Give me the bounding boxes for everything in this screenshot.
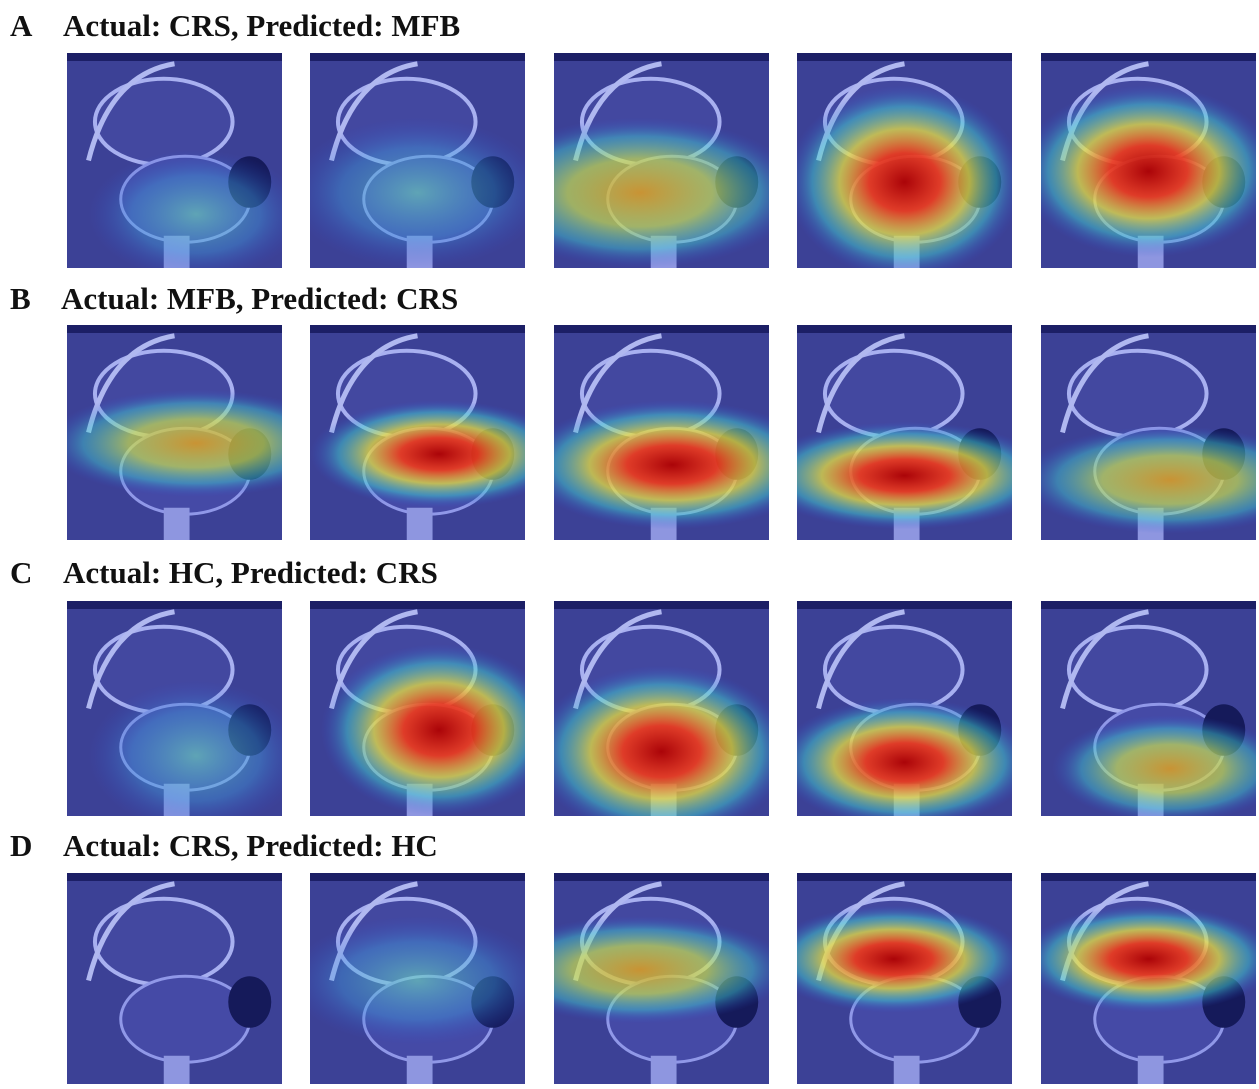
panel-title: Actual: CRS, Predicted: HC <box>63 828 438 863</box>
ct-top <box>554 53 769 61</box>
heatmap-image <box>490 873 791 1084</box>
figure: A Actual: CRS, Predicted: MFB B Actual: MFB… <box>0 0 1259 1084</box>
heatmap-image <box>289 53 547 268</box>
heatmap-image <box>522 325 823 540</box>
ct-top <box>554 325 769 333</box>
ct-top <box>1041 601 1256 609</box>
panel-letter: B <box>10 281 31 316</box>
heatmap-image <box>46 325 347 540</box>
heatmap-image <box>310 601 557 816</box>
septum <box>164 1056 190 1084</box>
activation <box>321 644 558 816</box>
activation <box>776 698 1034 827</box>
septum <box>164 508 190 540</box>
activation <box>289 118 547 269</box>
septum <box>407 508 433 540</box>
heatmap-image <box>67 53 304 279</box>
ct-top <box>1041 325 1256 333</box>
activation <box>786 85 1023 279</box>
heatmap-image <box>289 873 547 1084</box>
sinus <box>121 976 250 1062</box>
heatmap-image <box>1020 873 1259 1084</box>
activation <box>490 916 791 1024</box>
activation <box>522 400 823 529</box>
heatmap-image <box>786 53 1023 279</box>
orbit <box>95 899 233 985</box>
heatmap-image <box>1020 53 1259 268</box>
activation <box>479 118 802 269</box>
ct-top <box>310 873 525 881</box>
ct-top <box>797 873 1012 881</box>
ct-top <box>67 601 282 609</box>
septum <box>407 1056 433 1084</box>
heatmap-image <box>533 601 791 838</box>
panel-title: Actual: CRS, Predicted: MFB <box>63 8 460 43</box>
orbit <box>1069 627 1207 713</box>
panel-letter: D <box>10 828 32 863</box>
heatmap-image <box>776 601 1034 827</box>
heatmap-image <box>479 53 802 268</box>
ct-top <box>797 601 1012 609</box>
ct-top <box>67 873 282 881</box>
activation <box>765 905 1023 1013</box>
heatmap-image <box>310 325 568 540</box>
ct-top <box>310 601 525 609</box>
ct-top <box>554 601 769 609</box>
septum <box>651 1056 677 1084</box>
activation <box>310 400 568 508</box>
heatmap-image <box>1020 325 1259 540</box>
ct-top <box>310 53 525 61</box>
heatmap-image <box>1041 601 1259 822</box>
activation <box>289 916 547 1045</box>
heatmap-image <box>67 873 282 1084</box>
activation <box>89 150 304 279</box>
air <box>228 976 271 1028</box>
panel-letter: C <box>10 555 32 590</box>
panel-title: Actual: MFB, Predicted: CRS <box>61 281 458 316</box>
activation <box>46 390 347 498</box>
heatmap-image <box>67 601 304 831</box>
ct-top <box>67 325 282 333</box>
ct-top <box>797 53 1012 61</box>
ct-top <box>310 325 525 333</box>
activation <box>533 666 791 838</box>
ct-top <box>554 873 769 881</box>
heatmap-image <box>765 873 1023 1084</box>
ct-top <box>797 325 1012 333</box>
heatmap-image <box>754 325 1055 540</box>
ct-top <box>1041 873 1256 881</box>
orbit <box>1069 351 1207 437</box>
ct-top <box>67 53 282 61</box>
septum <box>894 1056 920 1084</box>
activation <box>89 681 304 832</box>
ct-top <box>1041 53 1256 61</box>
activation <box>754 422 1055 530</box>
panel-title: Actual: HC, Predicted: CRS <box>63 555 438 590</box>
panel-letter: A <box>10 8 33 43</box>
septum <box>1138 1056 1164 1084</box>
